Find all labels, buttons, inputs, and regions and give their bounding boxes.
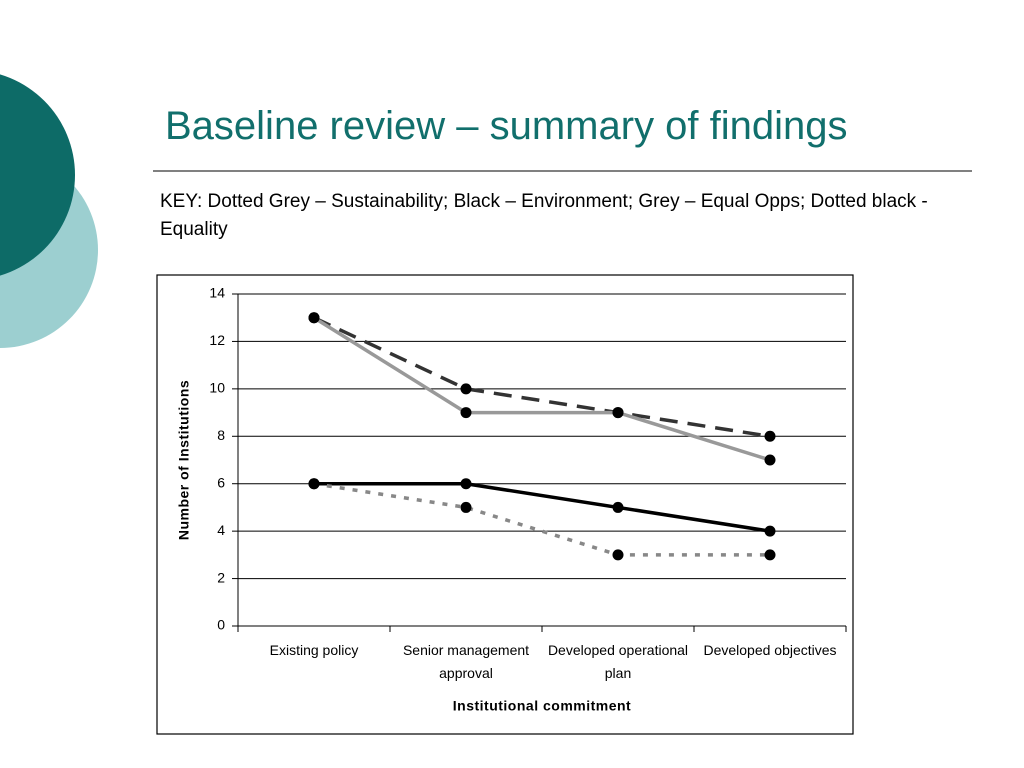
data-point	[764, 454, 776, 466]
x-tick-label: Developed objectives	[703, 642, 837, 658]
y-tick-label: 2	[217, 569, 225, 585]
y-axis-title: Number of Institutions	[176, 380, 192, 540]
x-tick-label: Developed operational plan	[547, 642, 689, 681]
series-line	[313, 316, 771, 439]
key-text: KEY: Dotted Grey – Sustainability; Black…	[160, 191, 928, 240]
decor-circle	[0, 74, 75, 276]
y-tick-label: 4	[217, 522, 225, 538]
x-tick-label: Existing policy	[269, 642, 359, 658]
data-point	[460, 407, 472, 419]
x-axis-title: Institutional commitment	[453, 698, 631, 714]
data-point	[612, 501, 624, 513]
data-point	[764, 430, 776, 442]
y-tick-label: 8	[217, 427, 225, 443]
data-point	[460, 478, 472, 490]
y-tick-label: 10	[209, 380, 225, 396]
data-point	[764, 549, 776, 561]
data-point	[612, 549, 624, 561]
y-tick-label: 6	[217, 474, 225, 490]
data-point	[460, 501, 472, 513]
series-line	[313, 316, 771, 462]
data-point	[308, 478, 320, 490]
data-point	[612, 407, 624, 419]
y-tick-label: 14	[209, 285, 225, 301]
slide-title: Baseline review – summary of findings	[165, 104, 848, 148]
chart-frame	[156, 274, 854, 735]
data-point	[308, 312, 320, 324]
x-tick-label: Senior management approval	[402, 642, 530, 681]
data-point	[764, 525, 776, 537]
data-point	[460, 383, 472, 395]
series-line	[314, 481, 771, 533]
y-tick-label: 12	[209, 332, 225, 348]
y-tick-label: 0	[217, 617, 225, 633]
